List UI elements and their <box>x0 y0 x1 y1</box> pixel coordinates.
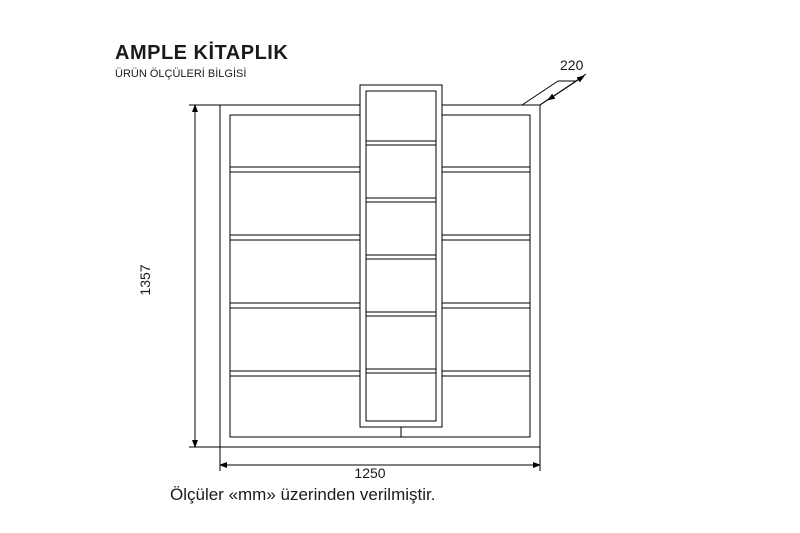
technical-drawing: 1357 1250 220 <box>0 0 800 533</box>
units-footnote: Ölçüler «mm» üzerinden verilmiştir. <box>170 485 435 505</box>
dimension-depth-label: 220 <box>560 57 584 73</box>
page: AMPLE KİTAPLIK ÜRÜN ÖLÇÜLERİ BİLGİSİ 135… <box>0 0 800 533</box>
dimension-height-label: 1357 <box>137 264 153 295</box>
dimension-width-label: 1250 <box>354 465 385 481</box>
